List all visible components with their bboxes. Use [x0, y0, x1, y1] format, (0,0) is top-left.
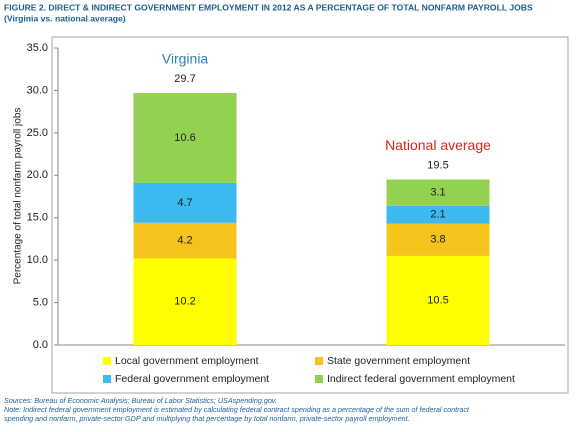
bar-segment: [386, 255, 490, 345]
bar-segment: [386, 179, 490, 206]
legend-label: Federal government employment: [115, 373, 269, 385]
legend-label: State government employment: [327, 355, 470, 367]
note: Note: Indirect federal government employ…: [4, 405, 470, 414]
legend-swatch: [103, 375, 111, 383]
chart-title: FIGURE 2. DIRECT & INDIRECT GOVERNMENT E…: [4, 2, 533, 12]
plot-frame: [51, 36, 569, 394]
bar-segment: [133, 222, 237, 259]
legend-swatch: [315, 357, 323, 365]
bar-segment: [386, 205, 490, 224]
bar-segment: [133, 258, 237, 345]
value-label: 2.1: [430, 209, 445, 221]
value-label: 4.7: [177, 197, 192, 209]
total-label: 29.7: [174, 73, 195, 85]
note: spending and nonfarm, private-sector GDP…: [4, 414, 410, 423]
legend-label: Local government employment: [115, 355, 259, 367]
value-label: 3.8: [430, 234, 445, 246]
bar-segment: [386, 223, 490, 256]
total-label: 19.5: [427, 159, 448, 171]
y-tick-label: 5.0: [33, 296, 48, 308]
value-label: 10.5: [427, 294, 448, 306]
y-tick-label: 30.0: [27, 84, 48, 96]
y-tick-label: 0.0: [33, 339, 48, 351]
category-label: National average: [385, 137, 491, 153]
category-label: Virginia: [162, 51, 209, 67]
y-tick-label: 20.0: [27, 169, 48, 181]
y-tick-label: 35.0: [27, 42, 48, 54]
value-label: 3.1: [430, 187, 445, 199]
y-tick-label: 15.0: [27, 212, 48, 224]
note: Sources: Bureau of Economic Analysis; Bu…: [4, 396, 277, 405]
y-axis-label: Percentage of total nonfarm payroll jobs: [13, 108, 24, 285]
legend-swatch: [315, 375, 323, 383]
y-tick-label: 25.0: [27, 127, 48, 139]
bar-segment: [133, 92, 237, 183]
bar-segment: [133, 182, 237, 223]
value-label: 4.2: [177, 235, 192, 247]
y-tick-label: 10.0: [27, 254, 48, 266]
legend-label: Indirect federal government employment: [327, 373, 515, 385]
chart-subtitle: (Virginia vs. national average): [4, 13, 126, 23]
legend-swatch: [103, 357, 111, 365]
value-label: 10.2: [174, 296, 195, 308]
value-label: 10.6: [174, 132, 195, 144]
